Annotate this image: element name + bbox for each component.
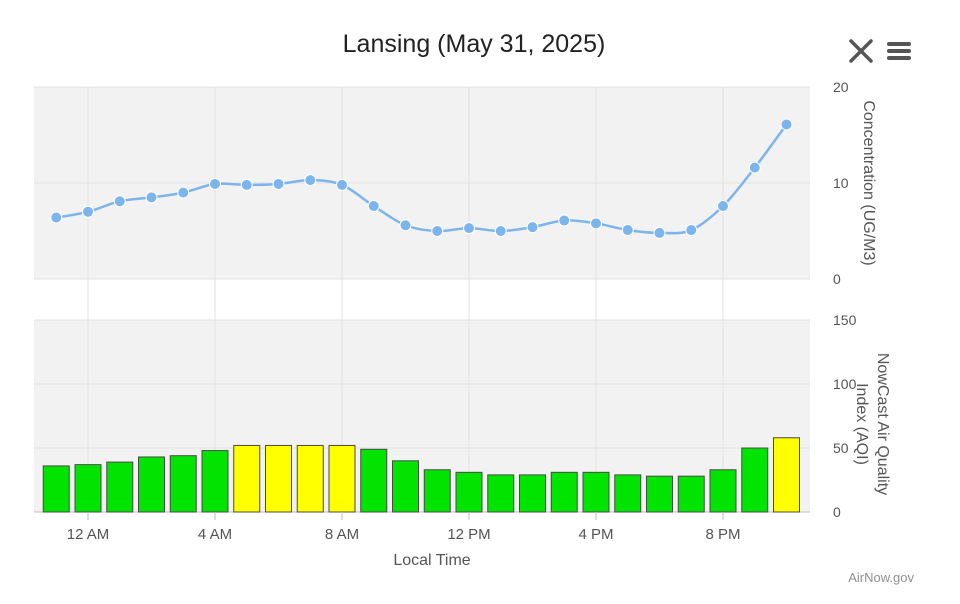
close-icon[interactable] bbox=[846, 36, 876, 66]
concentration-point bbox=[685, 224, 698, 237]
concentration-point bbox=[336, 178, 348, 191]
concentration-point bbox=[780, 118, 793, 131]
aqi-bar bbox=[646, 475, 673, 513]
aqi-bar bbox=[487, 474, 515, 513]
concentration-axis-label: Concentration (UG/M3) bbox=[860, 100, 877, 265]
aqi-bar bbox=[519, 474, 546, 513]
concentration-tick-label: 10 bbox=[833, 175, 849, 191]
aqi-bar bbox=[614, 474, 642, 513]
concentration-tick-label: 0 bbox=[833, 271, 841, 287]
aqi-bar bbox=[709, 469, 737, 513]
aqi-bar bbox=[74, 464, 102, 513]
concentration-point bbox=[113, 195, 126, 208]
aqi-axis-label-line: Index (AQI) bbox=[853, 383, 870, 465]
concentration-point bbox=[526, 221, 539, 234]
x-tick-label: 8 PM bbox=[705, 526, 740, 543]
concentration-point bbox=[240, 178, 253, 191]
concentration-point bbox=[494, 225, 507, 237]
concentration-point bbox=[209, 177, 221, 190]
concentration-point bbox=[590, 217, 602, 230]
aqi-bar bbox=[106, 461, 134, 513]
aqi-bar bbox=[582, 471, 610, 513]
aqi-tick-label: 100 bbox=[833, 376, 857, 392]
concentration-point bbox=[145, 191, 158, 204]
concentration-tick-label: 20 bbox=[833, 79, 849, 95]
aqi-bar bbox=[328, 444, 356, 513]
aqi-axis-label-line: NowCast Air Quality bbox=[874, 353, 891, 495]
concentration-point bbox=[399, 219, 412, 232]
chart-title: Lansing (May 31, 2025) bbox=[342, 30, 606, 58]
aqi-axis-label: NowCast Air QualityIndex (AQI) bbox=[853, 353, 891, 495]
x-tick-label: 8 AM bbox=[325, 526, 359, 543]
aqi-bar bbox=[265, 444, 292, 513]
concentration-point bbox=[621, 224, 634, 237]
aqi-tick-label: 0 bbox=[833, 504, 841, 520]
aqi-bar bbox=[455, 471, 483, 513]
concentration-point bbox=[463, 222, 475, 235]
concentration-point bbox=[177, 186, 190, 199]
concentration-point bbox=[748, 161, 761, 174]
aqi-bar bbox=[773, 437, 800, 513]
aqi-bar bbox=[423, 469, 451, 513]
concentration-point bbox=[82, 205, 94, 218]
aqi-tick-label: 150 bbox=[833, 312, 857, 328]
aqi-bar bbox=[550, 471, 578, 513]
concentration-point bbox=[431, 225, 444, 237]
concentration-point bbox=[717, 200, 729, 213]
aqi-bar bbox=[42, 465, 70, 513]
concentration-point bbox=[653, 226, 666, 239]
aqi-bar bbox=[677, 475, 705, 513]
x-tick-label: 4 AM bbox=[198, 526, 232, 543]
x-axis-label: Local Time bbox=[393, 552, 470, 569]
credit-label: AirNow.gov bbox=[848, 570, 914, 585]
x-tick-label: 4 PM bbox=[578, 526, 613, 543]
aqi-tick-label: 50 bbox=[833, 440, 849, 456]
aqi-bar bbox=[360, 448, 388, 513]
aqi-bar bbox=[741, 447, 769, 513]
aqi-bar bbox=[296, 444, 324, 513]
concentration-point bbox=[304, 174, 317, 187]
x-tick-label: 12 AM bbox=[67, 526, 110, 543]
concentration-point bbox=[50, 211, 63, 224]
aqi-bar bbox=[169, 455, 197, 513]
aqi-bar bbox=[233, 444, 261, 513]
x-tick-label: 12 PM bbox=[447, 526, 490, 543]
menu-icon[interactable] bbox=[884, 36, 914, 66]
aqi-bar bbox=[201, 450, 229, 513]
concentration-point bbox=[272, 177, 285, 190]
concentration-point bbox=[367, 200, 380, 213]
aqi-bar bbox=[392, 460, 419, 513]
concentration-point bbox=[558, 214, 571, 227]
aqi-bar bbox=[138, 456, 165, 513]
